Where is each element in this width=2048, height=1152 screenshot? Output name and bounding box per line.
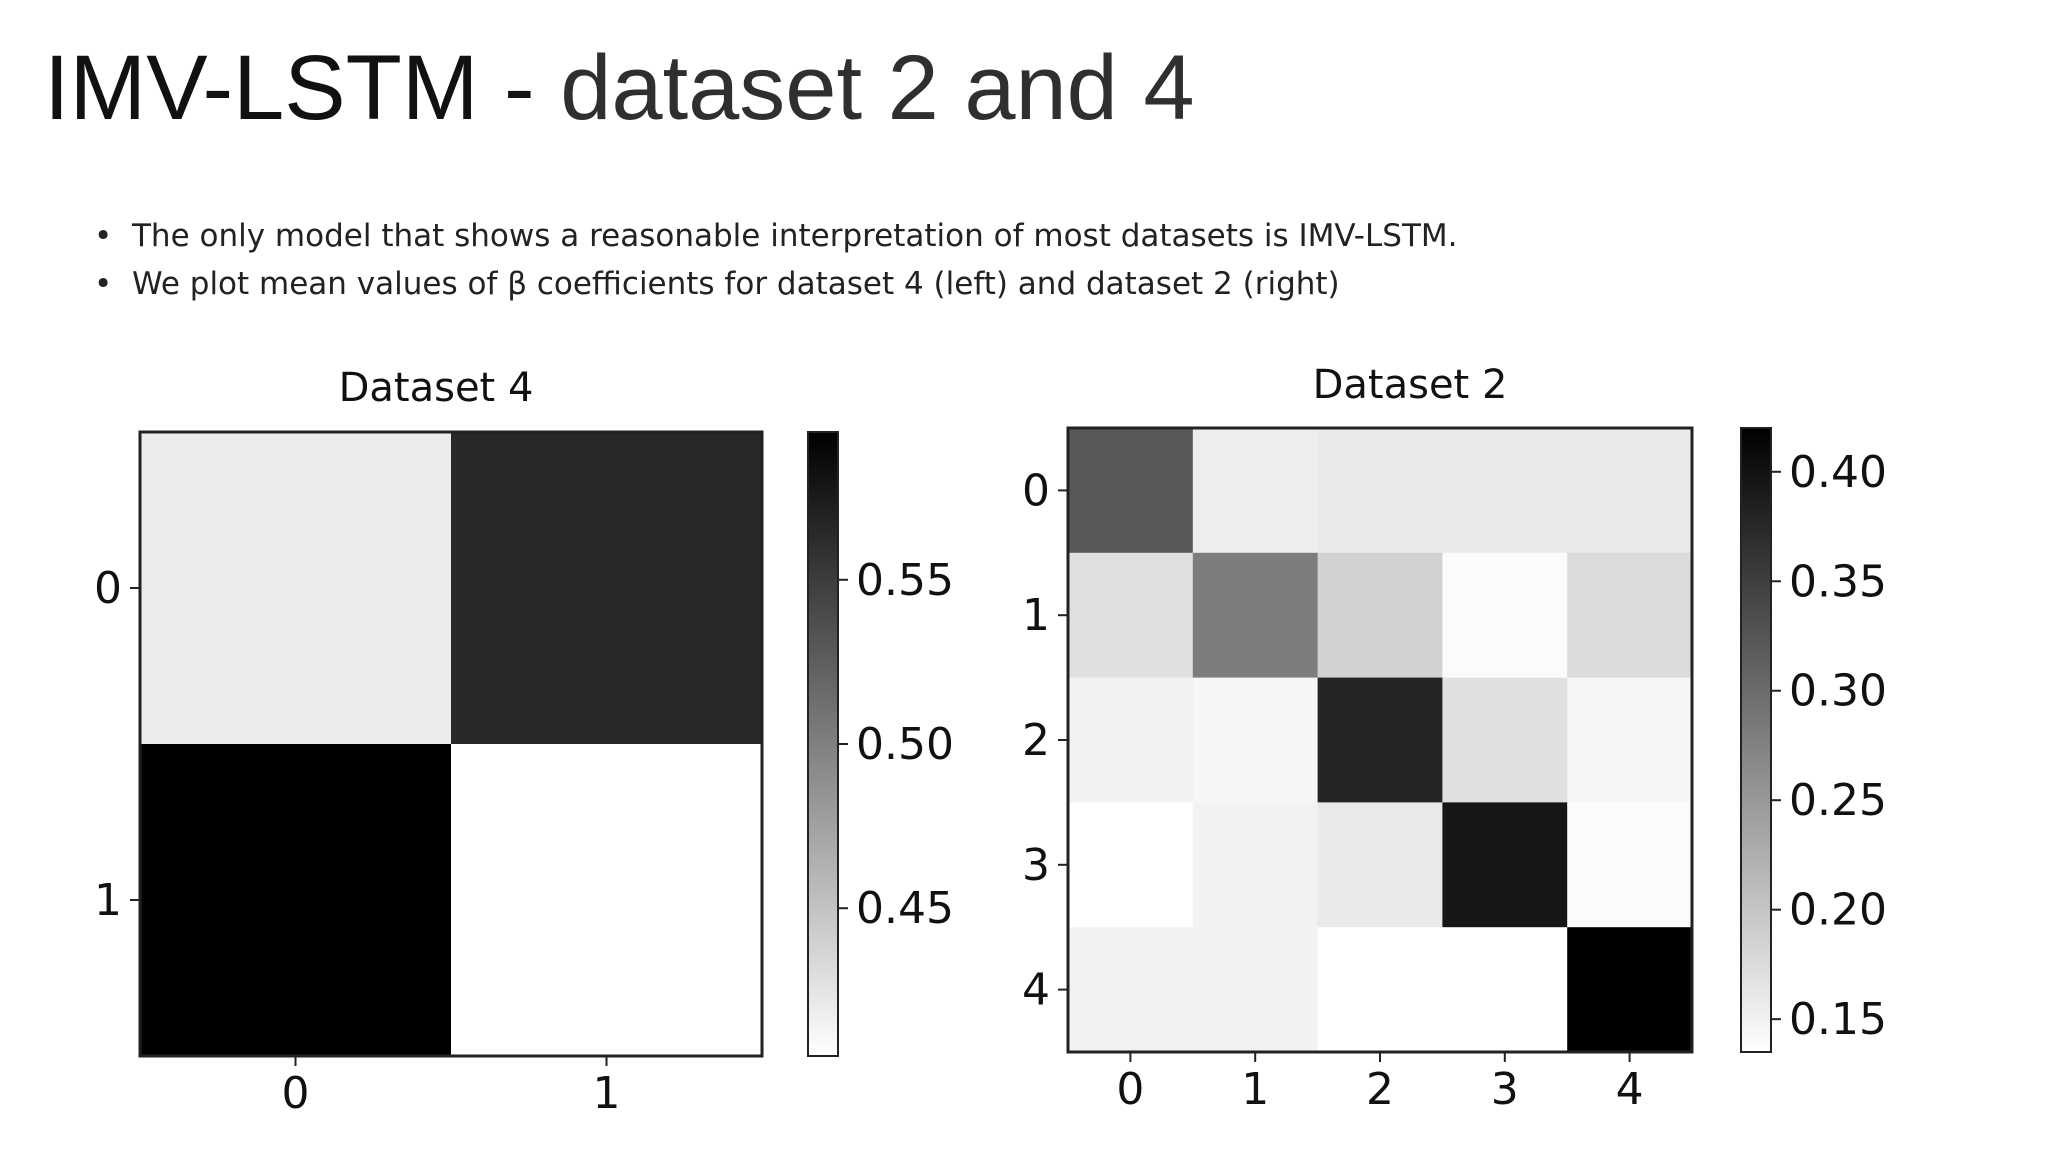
heatmap-cell xyxy=(1442,927,1568,1053)
colorbar-tick-label: 0.30 xyxy=(1789,666,1887,717)
colorbar-tick-label: 0.50 xyxy=(856,719,954,770)
y-tick-label: 2 xyxy=(1022,715,1050,766)
colorbar xyxy=(1740,427,1772,1053)
heatmap-cell xyxy=(1192,802,1319,928)
x-tick-label: 0 xyxy=(282,1068,310,1119)
colorbar-tick-label: 0.25 xyxy=(1789,775,1887,826)
colorbar-tick-label: 0.40 xyxy=(1789,447,1887,498)
x-tick-label: 2 xyxy=(1366,1064,1394,1115)
y-tick-label: 1 xyxy=(94,875,122,926)
x-tick-label: 0 xyxy=(1116,1064,1144,1115)
bullet-item: We plot mean values of β coefficients fo… xyxy=(90,260,1457,308)
x-tick-label: 1 xyxy=(1241,1064,1269,1115)
heatmap-cell xyxy=(1068,428,1194,554)
heatmap-cell xyxy=(1442,552,1568,679)
heatmap-cell xyxy=(1068,552,1194,679)
chart-title-dataset-4: Dataset 4 xyxy=(338,365,534,411)
y-tick-label: 4 xyxy=(1022,965,1050,1016)
y-tick-label: 0 xyxy=(94,563,122,614)
heatmap-cell xyxy=(1567,677,1693,803)
slide-title-model: IMV-LSTM - xyxy=(44,37,561,139)
colorbar xyxy=(807,431,839,1057)
colorbar-tick-label: 0.35 xyxy=(1789,556,1887,607)
heatmap-cell xyxy=(1317,927,1443,1053)
heatmap-cell xyxy=(140,432,452,745)
heatmap-cell xyxy=(140,744,452,1057)
heatmap-cell xyxy=(1192,927,1319,1053)
heatmap-cell xyxy=(1068,802,1194,928)
x-tick-label: 1 xyxy=(593,1068,621,1119)
bullet-item: The only model that shows a reasonable i… xyxy=(90,212,1457,260)
slide-title: IMV-LSTM - dataset 2 and 4 xyxy=(44,42,1195,134)
heatmap-cell xyxy=(1317,802,1443,928)
x-tick-label: 4 xyxy=(1616,1064,1644,1115)
slide-title-datasets: dataset 2 and 4 xyxy=(560,37,1195,139)
colorbar-tick-label: 0.20 xyxy=(1789,885,1887,936)
heatmap-cell xyxy=(1567,428,1693,554)
colorbar-tick-label: 0.15 xyxy=(1789,994,1887,1045)
heatmap-cell xyxy=(1317,428,1443,554)
heatmap-cell xyxy=(451,744,763,1057)
colorbar-tick-label: 0.45 xyxy=(856,883,954,934)
heatmap-cell xyxy=(1192,552,1319,679)
x-tick-label: 3 xyxy=(1491,1064,1519,1115)
y-tick-label: 3 xyxy=(1022,840,1050,891)
heatmap-cell xyxy=(451,432,763,745)
y-tick-label: 0 xyxy=(1022,465,1050,516)
heatmap-cell xyxy=(1317,552,1443,679)
y-tick-label: 1 xyxy=(1022,590,1050,641)
chart-title-dataset-2: Dataset 2 xyxy=(1312,362,1508,408)
heatmap-cell xyxy=(1567,927,1693,1053)
heatmap-cell xyxy=(1317,677,1443,803)
heatmap-cell xyxy=(1068,677,1194,803)
heatmap-cell xyxy=(1068,927,1194,1053)
heatmap-frame xyxy=(138,430,764,1058)
bullet-list: The only model that shows a reasonable i… xyxy=(90,212,1457,308)
heatmap-cell xyxy=(1442,802,1568,928)
heatmap-cell xyxy=(1192,428,1319,554)
heatmap-cell xyxy=(1192,677,1319,803)
heatmap-cell xyxy=(1567,552,1693,679)
heatmap-cell xyxy=(1567,802,1693,928)
heatmap-cell xyxy=(1442,428,1568,554)
heatmap-cell xyxy=(1442,677,1568,803)
colorbar-tick-label: 0.55 xyxy=(856,555,954,606)
